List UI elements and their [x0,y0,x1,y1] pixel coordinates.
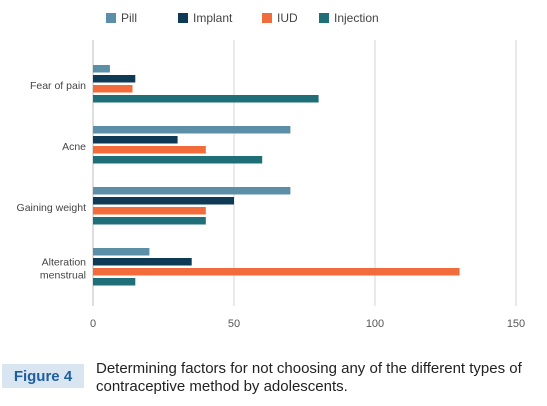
bar-iud-alteration-menstrual [93,268,460,276]
x-tick-label: 0 [90,318,96,330]
bar-iud-acne [93,146,206,154]
legend-label-pill: Pill [121,11,137,25]
legend-swatch-injection [319,13,329,23]
legend-swatch-pill [106,13,116,23]
bar-injection-alteration-menstrual [93,278,136,286]
legend-swatch-implant [178,13,188,23]
bar-iud-gaining-weight [93,207,206,215]
bar-pill-acne [93,126,291,134]
category-label-gaining-weight: Gaining weight [17,202,87,214]
figure-caption: Figure 4 Determining factors for not cho… [0,356,547,406]
x-tick-label: 50 [228,318,240,330]
category-labels: Fear of pain Acne Gaining weight Alteration… [17,80,87,282]
figure-label: Figure 4 [2,364,84,388]
bar-pill-gaining-weight [93,187,291,195]
legend: Pill Implant IUD Injection [106,11,379,25]
legend-label-iud: IUD [277,11,298,25]
bar-implant-alteration-menstrual [93,258,192,266]
bar-iud-fear-of-pain [93,85,133,93]
x-tick-label: 150 [507,318,525,330]
gridlines [92,40,517,306]
category-label-fear-of-pain: Fear of pain [30,80,86,92]
legend-swatch-iud [262,13,272,23]
bar-injection-fear-of-pain [93,95,319,103]
bars [93,65,460,286]
x-tick-label: 100 [366,318,384,330]
bar-implant-acne [93,136,178,144]
bar-implant-fear-of-pain [93,75,136,83]
bar-injection-acne [93,156,263,164]
bar-injection-gaining-weight [93,217,206,225]
bar-pill-fear-of-pain [93,65,110,73]
bar-pill-alteration-menstrual [93,248,150,256]
bar-implant-gaining-weight [93,197,234,205]
category-label-alteration-menstrual: Alteration [42,257,87,269]
legend-label-injection: Injection [334,11,379,25]
category-label-alteration-menstrual: menstrual [40,270,86,282]
legend-label-implant: Implant [193,11,233,25]
bar-chart: Pill Implant IUD Injection Fear of pain Acne… [17,11,526,330]
category-label-acne: Acne [62,141,86,153]
caption-text: Determining factors for not choosing any… [96,360,522,395]
x-axis-ticks: 0 50 100 150 [90,318,525,330]
